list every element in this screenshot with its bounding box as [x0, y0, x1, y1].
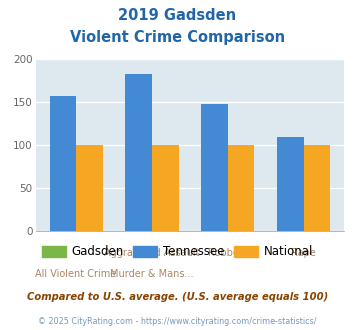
Bar: [152, 145, 179, 231]
Text: Violent Crime Comparison: Violent Crime Comparison: [70, 30, 285, 45]
Bar: [201, 104, 228, 231]
Bar: [50, 96, 76, 231]
Bar: [304, 145, 330, 231]
Text: Rape: Rape: [291, 248, 316, 258]
Text: Robbery: Robbery: [208, 248, 248, 258]
Text: Aggravated Assault: Aggravated Assault: [104, 248, 200, 258]
Text: All Violent Crime: All Violent Crime: [36, 269, 117, 279]
Legend: Gadsden, Tennessee, National: Gadsden, Tennessee, National: [38, 241, 317, 263]
Bar: [228, 145, 255, 231]
Bar: [125, 74, 152, 231]
Bar: [277, 137, 304, 231]
Text: © 2025 CityRating.com - https://www.cityrating.com/crime-statistics/: © 2025 CityRating.com - https://www.city…: [38, 317, 317, 326]
Bar: [76, 145, 103, 231]
Text: Compared to U.S. average. (U.S. average equals 100): Compared to U.S. average. (U.S. average …: [27, 292, 328, 302]
Text: Murder & Mans...: Murder & Mans...: [110, 269, 194, 279]
Text: 2019 Gadsden: 2019 Gadsden: [119, 8, 236, 23]
